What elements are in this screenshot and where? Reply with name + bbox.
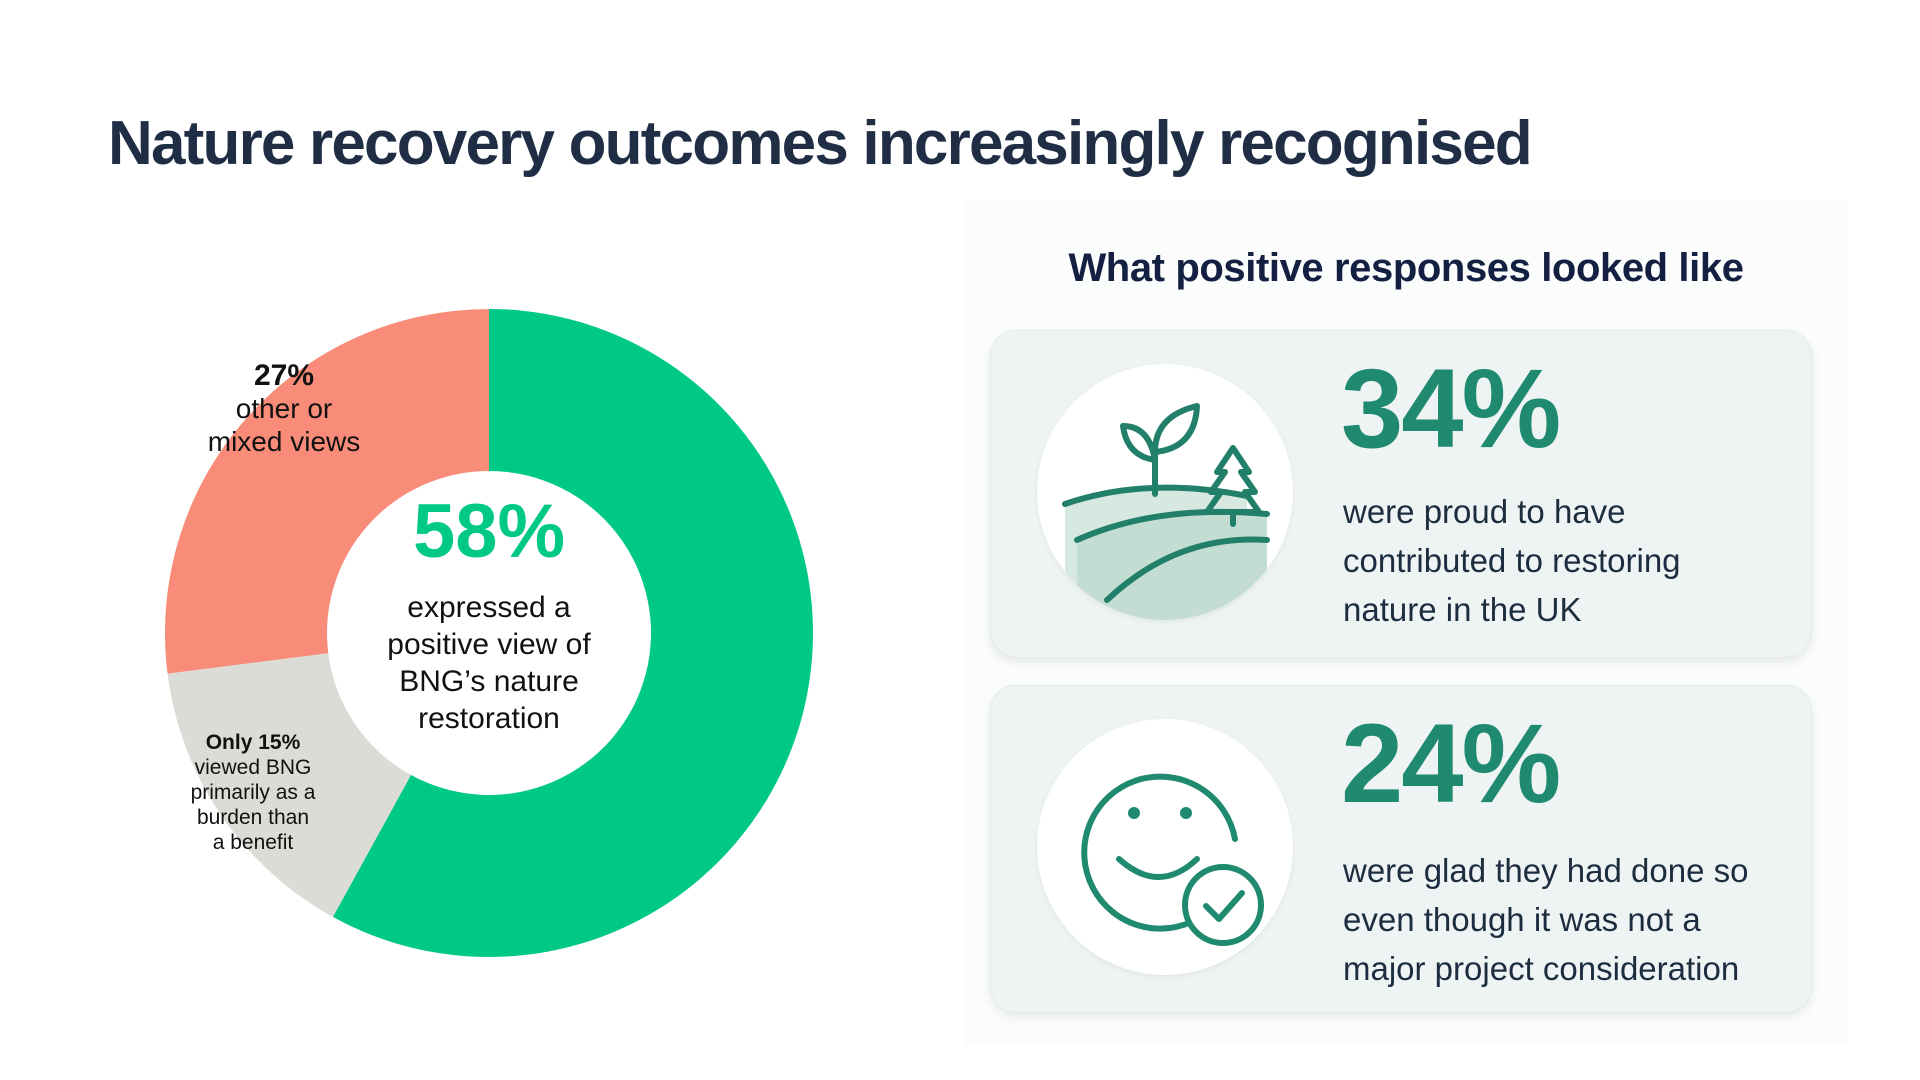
stat-value: 34% bbox=[1341, 346, 1561, 471]
stat-line-2: even though it was not a bbox=[1343, 901, 1701, 938]
positive-responses-panel: What positive responses looked like bbox=[964, 200, 1848, 1046]
burden-value: Only 15% bbox=[206, 731, 301, 754]
burden-line-4: a benefit bbox=[213, 831, 294, 854]
center-value: 58% bbox=[413, 489, 565, 574]
stat-description: were glad they had done so even though i… bbox=[1343, 846, 1803, 993]
center-line-2: positive view of bbox=[387, 628, 591, 661]
slice-positive bbox=[332, 309, 814, 958]
stat-value: 24% bbox=[1341, 701, 1561, 826]
icon-badge bbox=[1037, 719, 1293, 975]
slice-mixed bbox=[165, 309, 489, 674]
page-title: Nature recovery outcomes increasingly re… bbox=[108, 109, 1533, 178]
center-label: 58% expressed a positive view of BNG’s n… bbox=[387, 489, 591, 735]
burden-label: Only 15% viewed BNG primarily as a burde… bbox=[191, 731, 316, 854]
stat-line-3: nature in the UK bbox=[1343, 591, 1582, 628]
mixed-views-line-2: mixed views bbox=[208, 426, 360, 457]
smiley-check-icon bbox=[1081, 773, 1264, 946]
burden-line-1: viewed BNG bbox=[195, 756, 312, 779]
mixed-views-label: 27% other or mixed views bbox=[208, 359, 360, 457]
stat-line-3: major project consideration bbox=[1343, 950, 1740, 987]
mixed-views-value: 27% bbox=[254, 359, 314, 392]
burden-line-3: burden than bbox=[197, 806, 309, 829]
center-line-3: BNG’s nature bbox=[399, 665, 579, 698]
stat-card-glad: 24% were glad they had done so even thou… bbox=[990, 685, 1812, 1013]
mixed-views-line-1: other or bbox=[236, 393, 333, 424]
center-line-4: restoration bbox=[418, 702, 560, 735]
landscape-plant-icon bbox=[1062, 403, 1270, 620]
center-line-1: expressed a bbox=[407, 591, 571, 624]
stat-card-proud: 34% were proud to have contributed to re… bbox=[990, 330, 1812, 658]
burden-line-2: primarily as a bbox=[191, 781, 316, 804]
icon-badge bbox=[1037, 364, 1293, 620]
stat-line-1: were proud to have bbox=[1343, 493, 1626, 530]
stat-line-2: contributed to restoring bbox=[1343, 542, 1681, 579]
donut-chart: 58% expressed a positive view of BNG’s n… bbox=[165, 309, 814, 958]
panel-title: What positive responses looked like bbox=[1068, 246, 1744, 290]
stat-description: were proud to have contributed to restor… bbox=[1343, 487, 1783, 634]
slice-burden bbox=[167, 653, 411, 917]
stat-line-1: were glad they had done so bbox=[1343, 852, 1749, 889]
